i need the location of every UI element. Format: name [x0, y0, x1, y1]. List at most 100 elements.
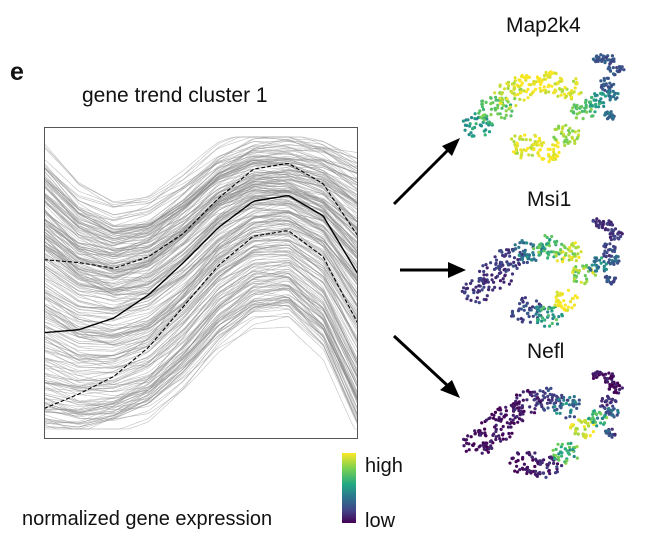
cell-point: [585, 277, 589, 281]
cell-point: [528, 320, 532, 324]
cell-point: [464, 282, 468, 286]
cell-point: [484, 100, 488, 104]
cell-point: [520, 466, 524, 470]
cell-point: [587, 424, 591, 428]
cell-point: [481, 264, 485, 268]
cell-point: [534, 87, 538, 91]
cell-point: [511, 404, 515, 408]
cell-point: [520, 150, 524, 154]
trend-content: [44, 136, 358, 430]
cell-point: [607, 429, 611, 433]
cell-point: [462, 286, 466, 290]
cell-point: [539, 89, 543, 93]
cell-point: [570, 95, 574, 100]
umap-plot-msi1: [460, 217, 624, 328]
cell-point: [513, 76, 517, 80]
cell-point: [529, 83, 533, 87]
cell-point: [606, 58, 610, 62]
cell-point: [608, 383, 612, 387]
cell-point: [505, 81, 509, 86]
cell-point: [589, 107, 593, 111]
cell-point: [519, 90, 523, 94]
cell-point: [460, 289, 464, 293]
background-gene-trace: [44, 316, 358, 424]
cell-point: [533, 134, 538, 138]
cell-point: [577, 255, 581, 259]
cell-point: [542, 458, 546, 462]
cell-point: [494, 429, 498, 434]
background-gene-trace: [44, 223, 358, 295]
background-gene-trace: [44, 153, 358, 227]
cell-point: [571, 448, 575, 452]
cell-point: [517, 406, 521, 410]
cell-point: [575, 406, 579, 410]
cell-point: [560, 393, 564, 397]
cell-point: [583, 427, 587, 431]
cell-point: [512, 150, 516, 154]
background-gene-trace: [44, 284, 358, 418]
cell-point: [498, 286, 502, 290]
cell-point: [476, 289, 481, 293]
cell-point: [567, 128, 571, 133]
cell-point: [536, 318, 540, 322]
cell-point: [547, 244, 551, 248]
cell-point: [605, 76, 609, 80]
cell-point: [541, 244, 545, 249]
cell-point: [619, 234, 623, 239]
background-gene-trace: [44, 253, 358, 382]
cell-point: [548, 472, 552, 476]
cell-point: [591, 412, 595, 416]
cell-point: [610, 261, 614, 265]
cell-point: [613, 399, 618, 403]
cell-point: [518, 241, 522, 245]
cell-point: [494, 261, 498, 265]
cell-point: [534, 299, 539, 303]
cell-point: [571, 296, 575, 300]
cell-point: [538, 148, 542, 152]
background-gene-trace: [44, 206, 358, 291]
cell-point: [467, 442, 471, 446]
colorbar: [342, 453, 356, 523]
cell-point: [532, 82, 536, 86]
cell-point: [578, 111, 582, 115]
cell-point: [531, 314, 535, 318]
cell-point: [554, 144, 558, 148]
cell-point: [593, 269, 597, 273]
cell-point: [502, 415, 506, 419]
cell-point: [520, 405, 524, 409]
cell-point: [498, 279, 503, 283]
cell-point: [603, 406, 607, 411]
cell-point: [498, 112, 502, 116]
cell-point: [552, 157, 556, 161]
cell-point: [568, 140, 572, 144]
cell-point: [517, 253, 521, 257]
cell-point: [537, 136, 542, 140]
cell-point: [572, 277, 576, 281]
cell-point: [521, 412, 525, 416]
cell-point: [503, 116, 507, 120]
cell-point: [479, 276, 483, 280]
cell-point: [608, 85, 612, 89]
cell-point: [583, 418, 587, 423]
cell-point: [607, 387, 611, 391]
cell-point: [579, 280, 583, 284]
cell-point: [540, 316, 545, 320]
cell-point: [562, 256, 566, 260]
cell-point: [538, 253, 542, 257]
cell-point: [607, 115, 612, 119]
cell-point: [539, 403, 543, 407]
cell-point: [498, 83, 502, 87]
cell-point: [611, 66, 615, 70]
cell-point: [595, 416, 600, 420]
cell-point: [482, 285, 486, 289]
cell-point: [504, 104, 508, 108]
cell-point: [611, 89, 615, 93]
cell-point: [602, 260, 606, 264]
cell-point: [490, 122, 494, 126]
cell-point: [527, 469, 531, 473]
cell-point: [614, 388, 618, 392]
cell-point: [543, 234, 547, 238]
background-gene-trace: [44, 250, 358, 376]
cell-point: [555, 259, 559, 263]
cell-point: [520, 258, 524, 262]
